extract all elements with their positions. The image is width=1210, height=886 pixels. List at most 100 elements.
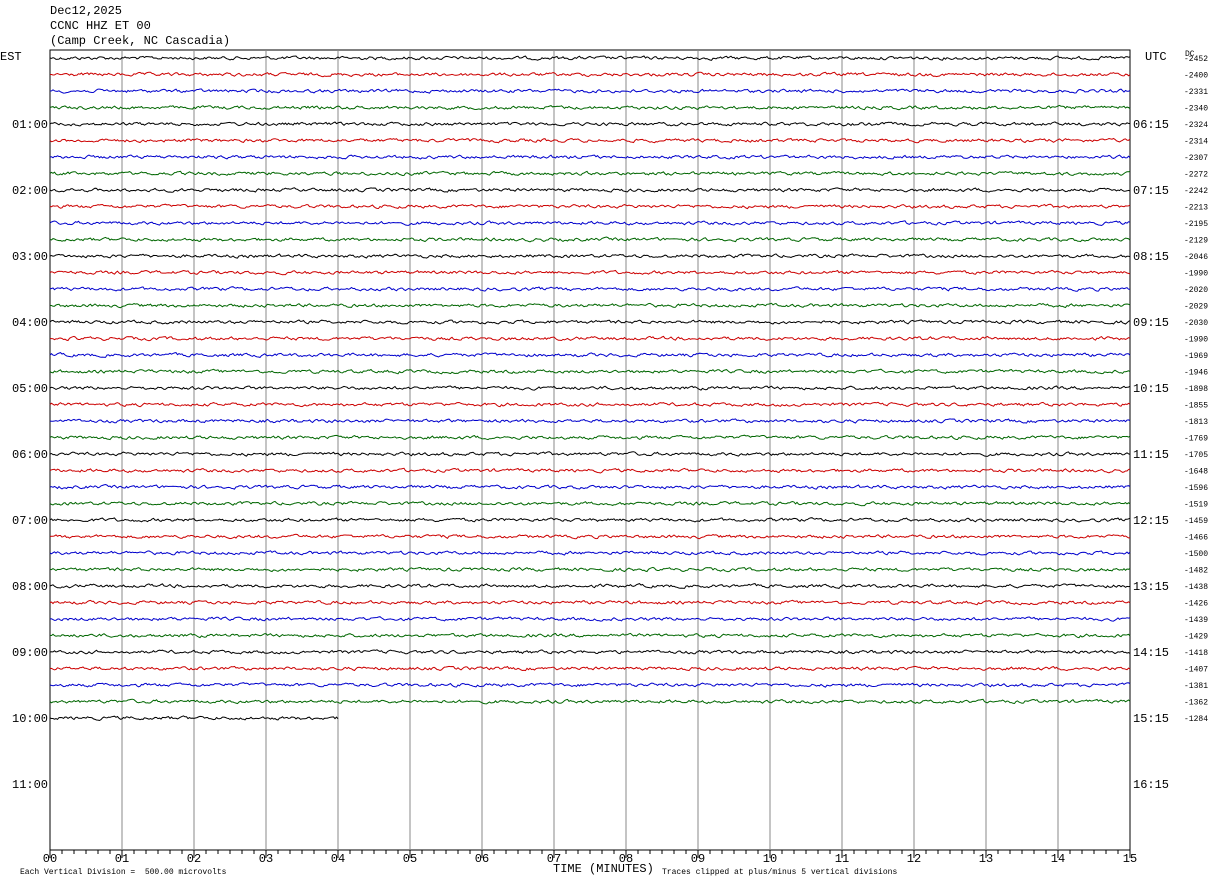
dc-value: -2340 — [1184, 105, 1208, 114]
trace — [49, 385, 1131, 391]
x-tick-label: 09 — [691, 852, 705, 866]
est-label: 05:00 — [12, 382, 48, 396]
x-tick-label: 02 — [187, 852, 201, 866]
trace — [49, 566, 1131, 573]
dc-value: -1946 — [1184, 369, 1208, 378]
dc-value: -1482 — [1184, 567, 1208, 576]
est-title: EST — [0, 50, 22, 64]
x-tick-label: 06 — [475, 852, 489, 866]
x-tick-label: 10 — [763, 852, 777, 866]
x-tick-label: 04 — [331, 852, 345, 866]
dc-value: -1969 — [1184, 352, 1208, 361]
trace — [50, 302, 1131, 309]
dc-value: -1466 — [1184, 534, 1208, 543]
dc-value: -1813 — [1184, 418, 1208, 427]
trace — [49, 137, 1131, 144]
trace — [49, 418, 1131, 424]
trace — [49, 154, 1131, 160]
trace — [49, 55, 1131, 61]
dc-value: -1381 — [1184, 682, 1208, 691]
dc-value: -1990 — [1184, 336, 1208, 345]
dc-value: -2195 — [1184, 220, 1208, 229]
est-label: 04:00 — [12, 316, 48, 330]
utc-label: 14:15 — [1133, 646, 1169, 660]
dc-title: DC — [1185, 50, 1195, 59]
est-label: 02:00 — [12, 184, 48, 198]
est-label: 11:00 — [12, 778, 48, 792]
dc-value: -2129 — [1184, 237, 1208, 246]
trace — [49, 517, 1131, 523]
trace — [49, 368, 1131, 375]
est-label: 01:00 — [12, 118, 48, 132]
dc-value: -2331 — [1184, 88, 1208, 97]
trace — [49, 698, 1131, 705]
dc-value: -1705 — [1184, 451, 1208, 460]
est-label: 10:00 — [12, 712, 48, 726]
trace — [49, 104, 1131, 111]
est-label: 09:00 — [12, 646, 48, 660]
dc-value: -2242 — [1184, 187, 1208, 196]
utc-label: 08:15 — [1133, 250, 1169, 264]
trace — [49, 451, 1131, 457]
trace — [49, 253, 1131, 259]
dc-value: -2030 — [1184, 319, 1208, 328]
dc-value: -1500 — [1184, 550, 1208, 559]
dc-value: -2272 — [1184, 171, 1208, 180]
trace — [49, 236, 1131, 243]
trace — [49, 467, 1131, 474]
x-tick-label: 05 — [403, 852, 417, 866]
utc-label: 06:15 — [1133, 118, 1169, 132]
trace — [49, 599, 1131, 606]
dc-value: -1459 — [1184, 517, 1208, 526]
trace — [49, 715, 339, 722]
utc-label: 13:15 — [1133, 580, 1169, 594]
trace — [50, 71, 1131, 78]
dc-value: -1990 — [1184, 270, 1208, 279]
scale-note: Each Vertical Division = 500.00 microvol… — [20, 868, 227, 877]
trace — [49, 269, 1131, 276]
location: (Camp Creek, NC Cascadia) — [50, 34, 230, 48]
utc-label: 09:15 — [1133, 316, 1169, 330]
est-label: 03:00 — [12, 250, 48, 264]
dc-value: -1407 — [1184, 666, 1208, 675]
trace — [49, 550, 1131, 556]
utc-label: 10:15 — [1133, 382, 1169, 396]
x-tick-label: 00 — [43, 852, 57, 866]
x-tick-label: 13 — [979, 852, 993, 866]
utc-label: 15:15 — [1133, 712, 1169, 726]
dc-value: -1855 — [1184, 402, 1208, 411]
trace — [49, 203, 1131, 210]
x-tick-label: 11 — [835, 852, 849, 866]
trace — [49, 583, 1131, 589]
dc-value: -2400 — [1184, 72, 1208, 81]
utc-label: 11:15 — [1133, 448, 1169, 462]
dc-value: -1769 — [1184, 435, 1208, 444]
utc-label: 07:15 — [1133, 184, 1169, 198]
dc-value: -1438 — [1184, 583, 1208, 592]
dc-value: -2213 — [1184, 204, 1208, 213]
date: Dec12,2025 — [50, 4, 122, 18]
dc-value: -1429 — [1184, 633, 1208, 642]
trace — [49, 335, 1131, 342]
dc-value: -1426 — [1184, 600, 1208, 609]
trace — [49, 682, 1131, 688]
trace — [49, 500, 1131, 507]
dc-value: -2324 — [1184, 121, 1208, 130]
est-label: 06:00 — [12, 448, 48, 462]
clip-note: Traces clipped at plus/minus 5 vertical … — [662, 868, 897, 877]
x-tick-label: 15 — [1123, 852, 1137, 866]
trace — [49, 483, 1131, 490]
trace — [49, 352, 1131, 358]
dc-value: -2452 — [1184, 55, 1208, 64]
trace — [49, 434, 1131, 441]
trace — [49, 187, 1131, 193]
utc-label: 16:15 — [1133, 778, 1169, 792]
dc-value: -2046 — [1184, 253, 1208, 262]
x-tick-label: 03 — [259, 852, 273, 866]
trace — [49, 286, 1131, 292]
dc-value: -1418 — [1184, 649, 1208, 658]
dc-value: -2029 — [1184, 303, 1208, 312]
trace — [49, 220, 1131, 227]
trace — [49, 649, 1131, 655]
trace — [49, 121, 1131, 127]
